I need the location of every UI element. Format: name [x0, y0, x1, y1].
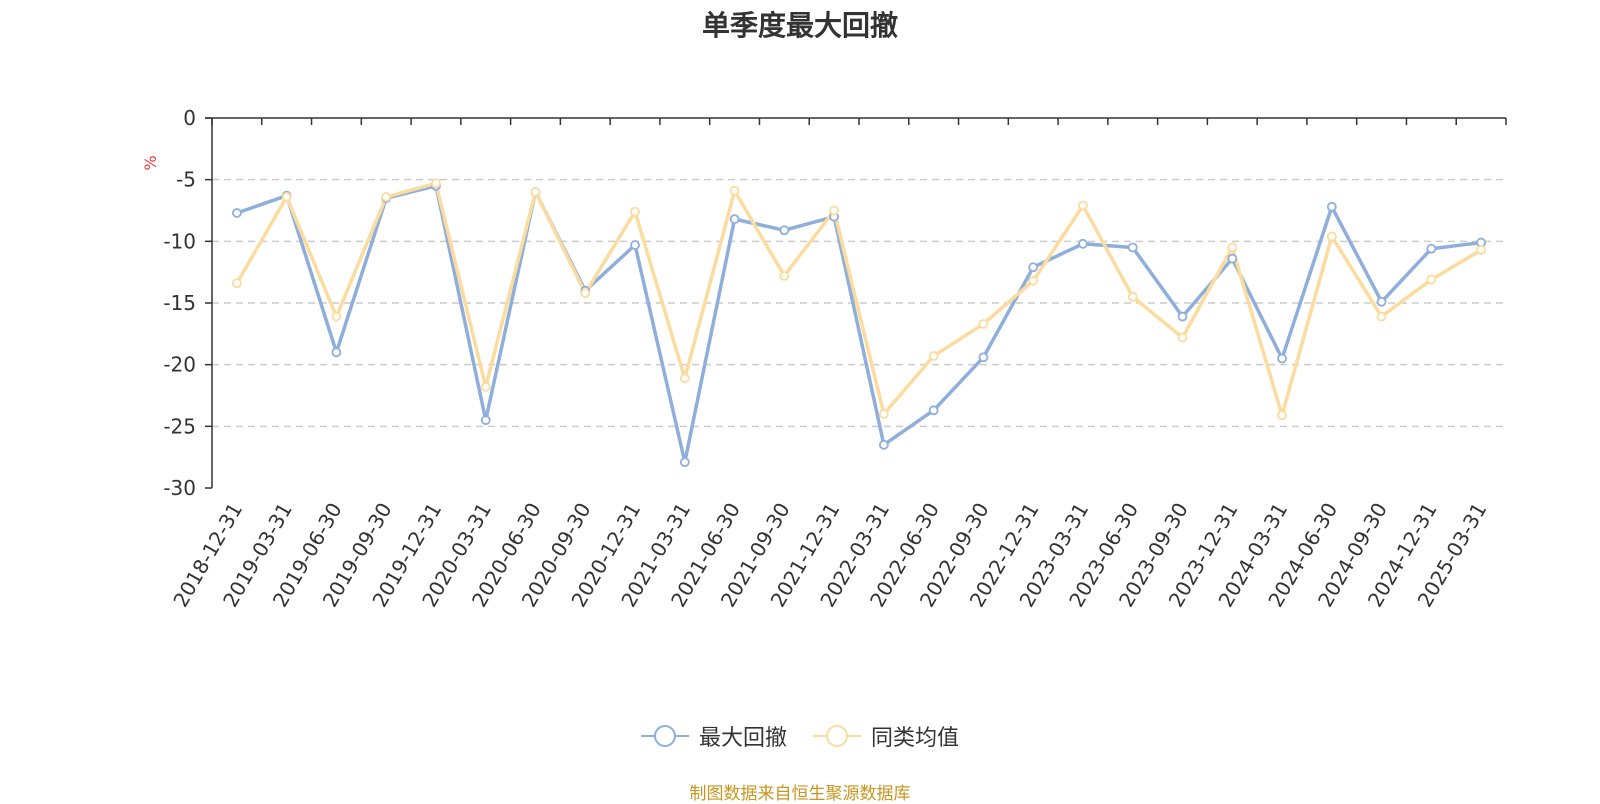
- series-lines: [231, 178, 1487, 468]
- series-1-point[interactable]: [1078, 200, 1088, 211]
- legend-item-series-1[interactable]: 同类均值: [813, 720, 959, 752]
- series-1-point[interactable]: [231, 278, 242, 289]
- legend-label-series-1: 同类均值: [871, 726, 960, 751]
- series-0-point[interactable]: [231, 208, 242, 218]
- series-1-point[interactable]: [1127, 291, 1138, 302]
- series-1-point[interactable]: [928, 351, 939, 361]
- series-1-point[interactable]: [1028, 275, 1039, 286]
- y-tick-label: 0: [183, 106, 196, 130]
- series-1-point[interactable]: [1277, 410, 1287, 421]
- series-1-point[interactable]: [1476, 245, 1487, 255]
- series-0-point[interactable]: [630, 240, 640, 250]
- series-0-point[interactable]: [1078, 238, 1088, 249]
- series-1-point[interactable]: [1326, 231, 1337, 242]
- series-0-point[interactable]: [1326, 201, 1337, 212]
- series-0-point[interactable]: [480, 415, 491, 426]
- series-1-point[interactable]: [779, 270, 790, 281]
- series-1-point[interactable]: [829, 205, 840, 216]
- series-0-point[interactable]: [978, 352, 989, 363]
- series-1-point[interactable]: [679, 373, 690, 384]
- y-tick-label: -20: [163, 353, 196, 377]
- series-1-point[interactable]: [331, 311, 342, 322]
- series-1-point[interactable]: [978, 319, 989, 329]
- source-note: 制图数据来自恒生聚源数据库: [689, 784, 911, 804]
- series-1-point[interactable]: [729, 185, 740, 196]
- series-0-point[interactable]: [878, 439, 889, 450]
- series-1-point[interactable]: [1426, 274, 1437, 285]
- series-1-point[interactable]: [580, 288, 591, 299]
- series-0-point[interactable]: [1376, 296, 1387, 307]
- series-0-point[interactable]: [1177, 311, 1188, 322]
- chart-title: 单季度最大回撤: [701, 9, 898, 42]
- series-0-point[interactable]: [1426, 243, 1437, 254]
- legend-item-series-0[interactable]: 最大回撤: [640, 720, 787, 752]
- series-1-point[interactable]: [431, 178, 441, 189]
- series-line-0: [236, 184, 1482, 464]
- series-0-point[interactable]: [729, 214, 740, 225]
- legend: 最大回撤 同类均值: [0, 720, 1600, 752]
- y-tick-label: -30: [163, 476, 196, 500]
- series-1-point[interactable]: [878, 409, 889, 419]
- y-tick-label: -15: [163, 291, 196, 315]
- series-1-point[interactable]: [530, 187, 541, 197]
- series-1-point[interactable]: [1376, 311, 1387, 322]
- series-1-point[interactable]: [630, 206, 640, 217]
- series-1-point[interactable]: [381, 192, 392, 202]
- y-tick-label: -25: [163, 414, 196, 438]
- y-axis-unit-label: %: [141, 155, 160, 170]
- series-line-1: [235, 181, 1483, 417]
- series-0-point[interactable]: [1277, 353, 1287, 364]
- series-0-point[interactable]: [1028, 262, 1039, 273]
- series-1-point[interactable]: [1227, 242, 1238, 253]
- series-1-point[interactable]: [281, 192, 292, 202]
- y-tick-label: -10: [163, 229, 196, 253]
- series-0-point[interactable]: [331, 347, 342, 358]
- series-0-point[interactable]: [1127, 242, 1138, 253]
- series-0-point[interactable]: [1227, 253, 1238, 264]
- series-0-point[interactable]: [928, 405, 939, 416]
- legend-label-series-0: 最大回撤: [698, 726, 787, 751]
- series-0-point[interactable]: [779, 225, 790, 236]
- legend-marker-series-0: [640, 725, 689, 747]
- series-1-point[interactable]: [480, 381, 491, 392]
- axes: 0-5-10-15-20-25-302018-12-312019-03-3120…: [163, 106, 1507, 611]
- legend-marker-series-1: [813, 725, 861, 747]
- y-tick-label: -5: [176, 168, 196, 192]
- series-1-point[interactable]: [1177, 332, 1188, 343]
- series-0-point[interactable]: [679, 457, 690, 468]
